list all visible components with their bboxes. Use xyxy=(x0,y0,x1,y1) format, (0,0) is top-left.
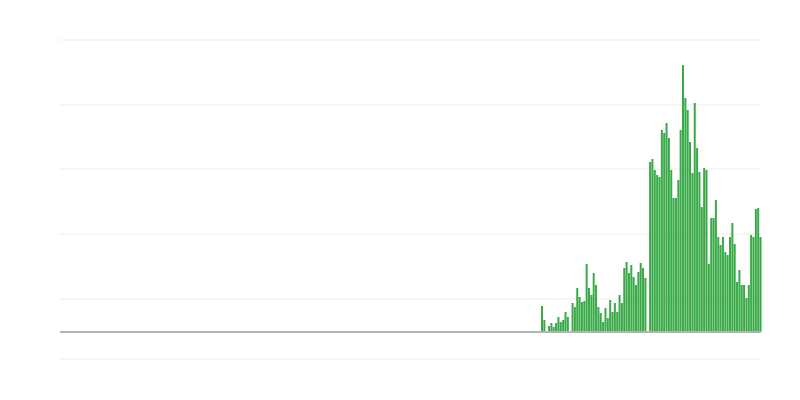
chart-bar xyxy=(691,173,694,332)
chart-bar xyxy=(635,285,637,332)
chart-bar xyxy=(705,170,708,332)
chart-bar xyxy=(757,208,760,332)
chart-bar xyxy=(613,303,616,332)
chart-bar xyxy=(670,170,673,332)
chart-bar xyxy=(604,308,607,332)
chart-bar xyxy=(623,268,626,332)
chart-bar xyxy=(747,285,750,332)
chart-bar xyxy=(618,295,621,332)
chart-bar xyxy=(555,323,558,332)
chart-bar xyxy=(714,200,717,332)
chart-bar xyxy=(550,323,553,332)
chart-bar xyxy=(703,168,706,332)
chart-bar xyxy=(750,235,753,332)
chart-bar xyxy=(585,264,588,332)
chart-bar xyxy=(578,297,581,332)
chart-bar xyxy=(710,218,713,332)
chart-bar xyxy=(644,278,647,332)
chart-bar xyxy=(639,263,642,332)
chart-bar xyxy=(606,318,609,332)
chart-bar xyxy=(712,218,715,332)
chart-bar xyxy=(595,285,598,332)
chart-bar xyxy=(543,320,546,332)
chart-bar xyxy=(658,177,661,332)
chart-bar xyxy=(597,307,600,332)
chart-bar xyxy=(759,237,762,332)
chart-bar xyxy=(689,142,692,332)
chart-bar xyxy=(630,265,633,332)
chart-bar xyxy=(752,237,755,332)
chart-bar xyxy=(576,288,579,332)
chart-bar xyxy=(667,138,670,332)
chart-bar xyxy=(541,306,543,332)
chart-bar xyxy=(653,170,656,332)
chart-bar xyxy=(602,322,605,332)
chart-bar xyxy=(592,273,595,332)
chart-bar xyxy=(573,307,576,332)
chart-bar xyxy=(721,237,724,332)
chart-bar xyxy=(599,313,602,332)
chart-bar xyxy=(557,317,560,332)
chart-bar xyxy=(719,245,722,332)
chart-bar xyxy=(649,162,652,332)
chart-bar xyxy=(627,273,630,332)
chart-bar xyxy=(726,255,729,332)
chart-bar xyxy=(733,244,736,332)
chart-bar xyxy=(745,298,748,332)
chart-bar xyxy=(564,312,567,332)
chart-bar xyxy=(552,327,555,332)
chart-bar xyxy=(632,277,635,332)
chart-bar xyxy=(625,262,628,332)
chart-bar xyxy=(743,285,746,332)
chart-bar xyxy=(696,148,699,332)
chart-bar xyxy=(571,303,574,332)
chart-bar xyxy=(740,285,743,332)
chart-bar xyxy=(754,209,757,332)
chart-bar xyxy=(656,175,659,332)
chart-bar xyxy=(663,133,666,332)
chart-bar xyxy=(729,237,731,332)
chart-bar xyxy=(609,300,612,332)
chart-bar xyxy=(707,264,710,332)
chart-bar xyxy=(738,270,741,332)
chart-bar xyxy=(698,172,701,332)
chart-bar xyxy=(660,130,663,332)
chart-bar xyxy=(736,282,739,332)
chart-bar xyxy=(682,65,684,332)
chart-bar xyxy=(686,110,689,332)
chart-bar xyxy=(566,317,569,332)
chart-bar xyxy=(580,302,583,332)
chart-bar xyxy=(674,198,677,332)
chart-bar xyxy=(637,272,640,332)
chart-bar xyxy=(559,322,562,332)
chart-bar xyxy=(679,130,682,332)
chart-bar xyxy=(693,103,696,332)
chart-bar xyxy=(562,320,565,332)
chart-bar xyxy=(677,180,680,332)
chart-bar xyxy=(724,252,727,332)
chart-bar xyxy=(583,301,586,332)
chart-bar xyxy=(616,312,619,332)
chart-bar xyxy=(590,295,593,332)
chart-bar xyxy=(672,198,675,332)
chart-bar xyxy=(651,159,654,332)
chart-bar xyxy=(731,223,734,332)
chart-bar xyxy=(548,326,551,332)
chart-bar xyxy=(588,288,590,332)
chart-bar xyxy=(620,303,623,332)
chart-bar xyxy=(665,123,668,332)
chart-bar xyxy=(700,207,703,332)
chart-bar xyxy=(611,312,614,332)
chart-bar xyxy=(684,98,687,332)
chart-bar xyxy=(642,268,645,332)
chart-bar xyxy=(717,237,720,332)
